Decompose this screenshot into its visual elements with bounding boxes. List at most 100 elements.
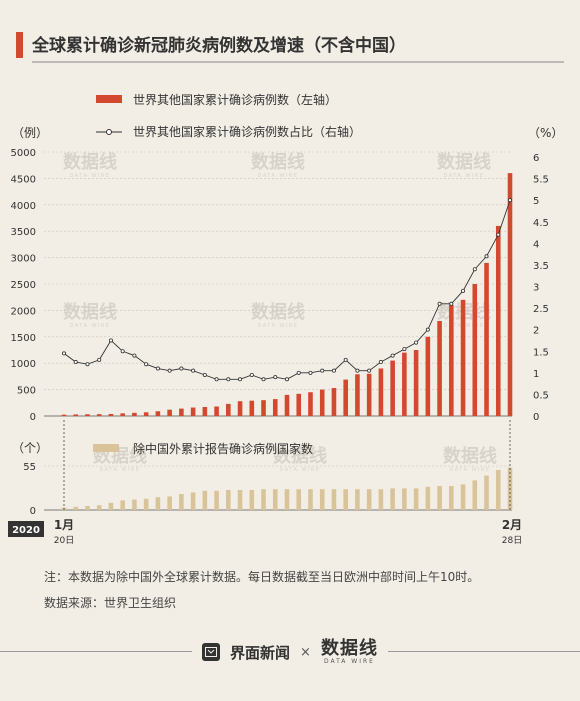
bottom-axis-unit: （个）	[12, 441, 48, 455]
cases-bar	[460, 299, 466, 416]
watermark-text: 数据线	[63, 151, 117, 173]
cases-bar	[308, 392, 313, 416]
share-polyline	[63, 200, 511, 380]
cases-bar	[132, 412, 137, 416]
share-point	[484, 254, 489, 259]
watermark-text: 数据线	[443, 445, 497, 467]
right-tick-label: 3	[533, 283, 539, 294]
cases-bar	[472, 284, 478, 416]
cases-bar	[507, 173, 513, 416]
countries-bar	[249, 490, 255, 510]
cases-bar	[495, 225, 501, 416]
share-point	[261, 377, 266, 382]
cases-bar	[272, 399, 278, 416]
footer: 界面新闻 × 数据线 DATA WIRE	[0, 639, 580, 665]
cases-bar	[413, 350, 419, 416]
left-tick-label: 1000	[11, 359, 36, 370]
countries-bar	[96, 505, 102, 510]
share-point	[108, 338, 113, 343]
countries-bar	[390, 488, 395, 510]
right-tick-label: 6	[533, 153, 539, 164]
countries-bar	[413, 488, 419, 510]
share-point	[155, 366, 160, 371]
watermark-sub: DATA WIRE	[257, 323, 298, 329]
footnote: 注：本数据为除中国外全球累计数据。每日数据截至当日欧洲中部时间上午10时。	[44, 570, 480, 584]
datawire-sub: DATA WIRE	[323, 657, 375, 665]
share-point	[367, 368, 372, 373]
legend-line-label: 世界其他国家累计确诊病例数占比（右轴）	[133, 124, 361, 139]
countries-bar	[331, 489, 337, 510]
countries-bar	[284, 489, 290, 510]
countries-bar	[190, 492, 196, 510]
share-point	[390, 353, 395, 358]
cases-bar	[437, 320, 442, 416]
share-point	[343, 357, 348, 362]
left-tick-label: 5000	[11, 148, 36, 159]
right-tick-label: 1	[533, 369, 539, 380]
cases-bar	[214, 406, 219, 416]
countries-bar	[308, 489, 313, 510]
countries-bar	[449, 486, 454, 510]
share-point	[449, 301, 454, 306]
watermark-sub: DATA WIRE	[449, 467, 490, 473]
x-start-month: 1月	[54, 518, 74, 532]
share-point	[249, 372, 254, 377]
chart-title: 全球累计确诊新冠肺炎病例数及增速（不含中国）	[31, 35, 406, 56]
left-axis-unit: （例）	[12, 126, 48, 140]
year-badge	[8, 521, 44, 537]
right-axis-ticks: 0 0.5 1 1.5 2 2.5 3 3.5 4 4.5 5 5.5 6	[533, 153, 549, 423]
right-axis-unit: （%）	[528, 126, 563, 140]
cases-bar	[319, 389, 325, 416]
share-point	[320, 368, 325, 373]
watermark-sub: DATA WIRE	[69, 173, 110, 179]
share-point	[507, 198, 512, 203]
cases-bar	[179, 408, 184, 416]
jiemian-logo-icon	[202, 643, 221, 661]
right-tick-label: 0.5	[533, 390, 549, 401]
cases-bar	[120, 413, 125, 416]
cases-bar	[167, 409, 172, 416]
watermark-sub: DATA WIRE	[257, 173, 298, 179]
countries-bar	[402, 488, 407, 510]
datawire-logo: 数据线 DATA WIRE	[321, 639, 378, 665]
watermark-sub: DATA WIRE	[69, 323, 110, 329]
right-tick-label: 4	[533, 239, 539, 250]
share-point	[284, 377, 289, 382]
times-sign: ×	[300, 644, 311, 660]
right-tick-label: 2	[533, 326, 539, 337]
source-note: 数据来源：世界卫生组织	[44, 596, 177, 610]
cases-bars	[61, 173, 513, 416]
cases-bar	[402, 352, 407, 416]
cases-bar	[366, 373, 372, 416]
cases-bar	[61, 414, 67, 416]
title-accent-bar	[16, 32, 23, 58]
right-tick-label: 5	[533, 196, 539, 207]
left-tick-label: 500	[17, 386, 36, 397]
left-tick-label: 2000	[11, 306, 36, 317]
countries-bar	[355, 489, 360, 510]
cases-bar	[249, 400, 255, 416]
share-point	[461, 288, 466, 293]
countries-bar	[155, 497, 161, 510]
countries-bar	[214, 490, 219, 510]
share-point	[496, 232, 501, 237]
countries-bar	[167, 496, 172, 510]
countries-bar	[472, 480, 478, 510]
watermark-sub: DATA WIRE	[443, 173, 484, 179]
countries-bar	[120, 500, 125, 510]
share-point	[62, 351, 67, 356]
share-point	[120, 349, 125, 354]
share-point	[144, 362, 149, 367]
legend-countries-swatch	[93, 444, 119, 452]
watermark-text: 数据线	[251, 151, 305, 173]
cases-bar	[378, 368, 384, 416]
countries-bar	[437, 486, 442, 510]
cases-bar	[237, 401, 243, 416]
share-point	[425, 327, 430, 332]
share-point	[414, 340, 419, 345]
share-point	[402, 347, 407, 352]
right-tick-label: 4.5	[533, 218, 549, 229]
cases-bar	[390, 360, 395, 416]
legend-countries-label: 除中国外累计报告确诊病例国家数	[133, 441, 313, 456]
countries-bar	[108, 502, 114, 510]
